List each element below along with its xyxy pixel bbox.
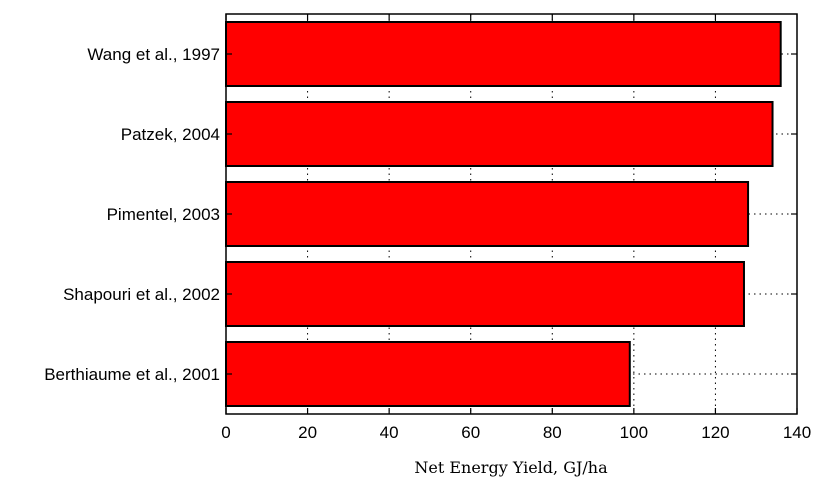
category-label: Patzek, 2004: [121, 125, 220, 144]
category-label: Pimentel, 2003: [107, 205, 220, 224]
bars: [225, 21, 782, 407]
bar: [225, 261, 745, 327]
x-tick-label: 140: [783, 423, 811, 442]
category-label: Shapouri et al., 2002: [63, 285, 220, 304]
x-tick-label: 100: [620, 423, 648, 442]
y-axis-category-labels: Wang et al., 1997 Patzek, 2004 Pimentel, 2…: [44, 45, 797, 384]
x-axis-ticks: 0 20 40 60 80 100 120 140: [221, 14, 811, 442]
x-tick-label: 40: [380, 423, 399, 442]
category-label: Berthiaume et al., 2001: [44, 365, 220, 384]
x-tick-label: 20: [298, 423, 317, 442]
bar: [225, 181, 750, 247]
x-tick-label: 80: [543, 423, 562, 442]
category-label: Wang et al., 1997: [87, 45, 220, 64]
x-tick-label: 0: [221, 423, 230, 442]
x-tick-label: 120: [701, 423, 729, 442]
bar: [225, 101, 774, 167]
bar: [225, 21, 782, 87]
bar: [225, 341, 631, 407]
x-axis-title: Net Energy Yield, GJ/ha: [414, 458, 608, 477]
x-tick-label: 60: [461, 423, 480, 442]
